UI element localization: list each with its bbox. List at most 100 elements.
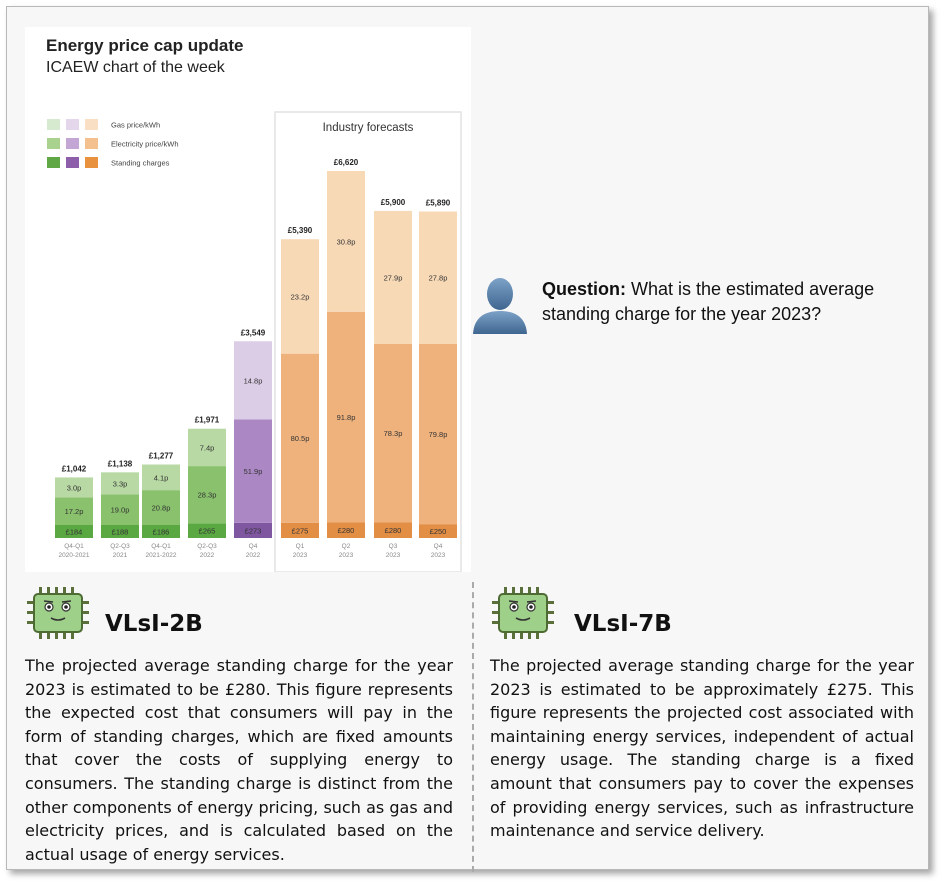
bar-segment-electricity — [188, 466, 226, 524]
question-body: What is the estimated average standing c… — [542, 279, 875, 324]
bar-segment-electricity — [327, 311, 365, 523]
data-label: 3.3p — [113, 479, 128, 488]
bar-segment-gas — [327, 171, 365, 312]
x-tick-label: Q4-Q1 — [64, 543, 84, 550]
data-label: 79.8p — [429, 430, 448, 439]
x-tick-label: 2021-2022 — [145, 552, 176, 559]
bar-segment-gas — [234, 341, 272, 420]
bar-segment-gas — [55, 477, 93, 498]
x-tick-label: 2023 — [293, 552, 308, 559]
x-tick-label: 2022 — [246, 552, 261, 559]
data-label: 27.9p — [384, 273, 403, 282]
legend-label: Standing charges — [111, 159, 170, 168]
bar-segment-standing-charge — [419, 524, 457, 538]
bar-segment-standing-charge — [234, 522, 272, 538]
x-tick-label: 2023 — [339, 552, 354, 559]
data-label: 23.2p — [291, 292, 310, 301]
question-text: Question: What is the estimated average … — [542, 277, 922, 327]
bar-segment-electricity — [234, 419, 272, 523]
legend-swatch — [66, 138, 79, 149]
bar-segment-gas — [374, 210, 412, 344]
forecast-label: Industry forecasts — [323, 122, 414, 134]
legend-swatch — [66, 119, 79, 130]
data-label: £265 — [199, 527, 216, 536]
data-label: 20.8p — [152, 504, 171, 513]
total-label: £1,277 — [149, 452, 174, 461]
x-tick-label: 2021 — [113, 552, 128, 559]
bar-segment-standing-charge — [101, 525, 139, 538]
total-label: £3,549 — [241, 328, 266, 337]
data-label: £280 — [385, 526, 402, 535]
model-answer-text: The projected average standing charge fo… — [25, 656, 453, 864]
data-label: 17.2p — [65, 507, 84, 516]
data-label: 51.9p — [244, 467, 263, 476]
chart-panel: Industry forecasts Gas price/kWh Electrici… — [25, 27, 471, 572]
x-tick-label: 2023 — [431, 552, 446, 559]
x-tick-label: Q2-Q3 — [197, 543, 217, 550]
data-label: £250 — [430, 527, 447, 536]
data-label: 14.8p — [244, 376, 263, 385]
legend-label: Electricity price/kWh — [111, 140, 179, 149]
legend-swatch — [66, 157, 79, 168]
bar-segment-standing-charge — [142, 525, 180, 538]
data-label: 80.5p — [291, 434, 310, 443]
stacked-bar-chart: Industry forecasts Gas price/kWh Electrici… — [47, 111, 462, 572]
data-label: £273 — [245, 526, 262, 535]
model-answer-text: The projected average standing charge fo… — [490, 656, 914, 841]
column-divider — [472, 582, 474, 872]
x-tick-label: Q3 — [389, 543, 398, 550]
x-tick-label: 2022 — [200, 552, 215, 559]
data-label: 4.1p — [154, 473, 169, 482]
model-name: VLsI-2B — [105, 611, 203, 637]
bar-segment-standing-charge — [281, 522, 319, 538]
data-label: 27.8p — [429, 274, 448, 283]
user-icon — [473, 278, 527, 334]
model-answer-left: VLsI-2B The projected average standing c… — [25, 585, 453, 866]
data-label: 91.8p — [337, 413, 356, 422]
bar-segment-electricity — [101, 494, 139, 525]
legend-swatch — [85, 138, 98, 149]
data-label: 19.0p — [111, 506, 130, 515]
total-label: £5,390 — [288, 226, 313, 235]
data-label: 78.3p — [384, 429, 403, 438]
total-label: £5,890 — [426, 198, 451, 207]
x-tick-label: 2023 — [386, 552, 401, 559]
data-label: £188 — [112, 528, 129, 537]
model-answer-right: VLsI-7B The projected average standing c… — [490, 585, 914, 843]
bar-segment-electricity — [142, 490, 180, 525]
comparison-card: Industry forecasts Gas price/kWh Electrici… — [6, 6, 929, 872]
data-label: 3.0p — [67, 483, 82, 492]
data-label: £280 — [338, 526, 355, 535]
bar-segment-standing-charge — [188, 523, 226, 538]
total-label: £1,138 — [108, 459, 133, 468]
legend-swatch — [85, 157, 98, 168]
data-label: £275 — [292, 526, 309, 535]
x-tick-label: Q1 — [296, 543, 305, 550]
total-label: £1,042 — [62, 464, 87, 473]
data-label: 28.3p — [198, 491, 217, 500]
total-label: £1,971 — [195, 416, 220, 425]
chip-mascot-icon — [27, 587, 89, 639]
legend-label: Gas price/kWh — [111, 121, 160, 130]
x-tick-label: Q4 — [249, 543, 258, 550]
x-tick-label: Q2-Q3 — [110, 543, 130, 550]
total-label: £6,620 — [334, 158, 359, 167]
bar-segment-gas — [101, 472, 139, 495]
data-label: 30.8p — [337, 237, 356, 246]
legend-swatch — [85, 119, 98, 130]
x-tick-label: Q2 — [342, 543, 351, 550]
legend-swatch — [47, 119, 60, 130]
chart-subtitle: ICAEW chart of the week — [46, 59, 225, 76]
bar-segment-gas — [142, 464, 180, 491]
data-label: £186 — [153, 528, 170, 537]
legend-swatch — [47, 138, 60, 149]
total-label: £5,900 — [381, 198, 406, 207]
bar-segment-electricity — [281, 353, 319, 523]
bar-segment-electricity — [419, 343, 457, 525]
x-tick-label: 2020-2021 — [58, 552, 89, 559]
bar-segment-gas — [419, 211, 457, 344]
question-label: Question: — [542, 279, 626, 299]
bar-segment-electricity — [55, 497, 93, 525]
data-label: 7.4p — [200, 443, 215, 452]
data-label: £184 — [66, 528, 83, 537]
